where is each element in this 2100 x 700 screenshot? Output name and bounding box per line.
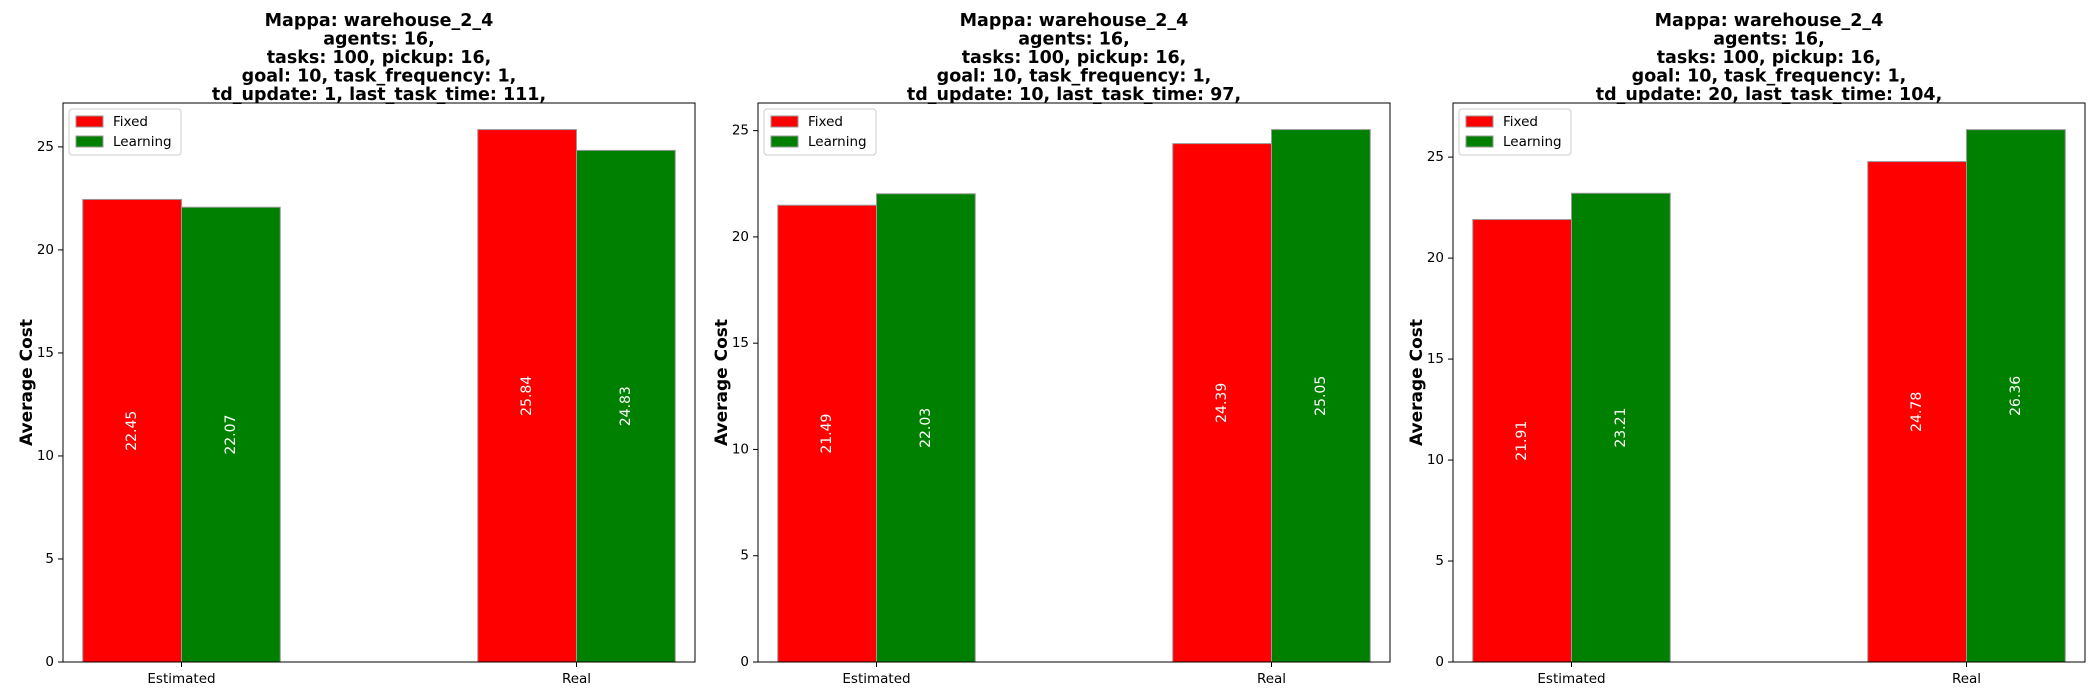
- chart-panel-2: Mappa: warehouse_2_4 agents: 16, tasks: 10…: [712, 11, 1391, 687]
- bar-value-label: 25.05: [1313, 376, 1329, 416]
- plot-frame: [62, 102, 696, 663]
- legend: Fixed Learning: [1458, 108, 1572, 156]
- legend-label-learning: Learning: [808, 134, 867, 150]
- bar-learning-estimated: [181, 206, 281, 663]
- legend-swatch-fixed: [75, 115, 104, 128]
- chart-title-line: tasks: 100, pickup: 16,: [267, 48, 492, 68]
- chart-title-line: Mappa: warehouse_2_4: [960, 11, 1189, 31]
- y-tick-label: 15: [1427, 351, 1444, 367]
- legend-label-fixed: Fixed: [808, 114, 843, 130]
- y-axis-label: Average Cost: [17, 319, 37, 446]
- bar-fixed-real: [1172, 143, 1272, 663]
- y-tick-label: 10: [37, 448, 54, 464]
- bar-value-label: 21.91: [1514, 421, 1530, 461]
- chart-title-line: goal: 10, task_frequency: 1,: [1632, 67, 1907, 87]
- chart-title-line: td_update: 1, last_task_time: 111,: [212, 85, 546, 105]
- bar-learning-estimated: [1571, 192, 1671, 663]
- bar-value-label: 23.21: [1613, 408, 1629, 448]
- y-tick-label: 10: [732, 441, 749, 457]
- y-tick-label: 25: [732, 123, 749, 139]
- chart-title-line: goal: 10, task_frequency: 1,: [937, 67, 1212, 87]
- legend-label-learning: Learning: [113, 134, 172, 150]
- y-tick-label: 0: [740, 654, 749, 670]
- bar-value-label: 24.39: [1214, 383, 1230, 423]
- bar-learning-real: [576, 149, 676, 663]
- x-tick-label: Real: [1952, 671, 1981, 687]
- legend-label-learning: Learning: [1503, 134, 1562, 150]
- x-tick-label: Real: [1257, 671, 1286, 687]
- legend-swatch-fixed: [1465, 115, 1494, 128]
- chart-title-line: agents: 16,: [1018, 30, 1130, 50]
- chart-title: Mappa: warehouse_2_4 agents: 16, tasks: 10…: [212, 11, 546, 105]
- legend-label-fixed: Fixed: [1503, 114, 1538, 130]
- legend: Fixed Learning: [68, 108, 182, 156]
- chart-panel-3: Mappa: warehouse_2_4 agents: 16, tasks: 10…: [1407, 11, 2086, 687]
- legend-swatch-fixed: [770, 115, 799, 128]
- bar-fixed-real: [1867, 161, 1967, 663]
- y-tick-label: 20: [37, 242, 54, 258]
- plot-frame: [1452, 102, 2086, 663]
- chart-title-line: tasks: 100, pickup: 16,: [962, 48, 1187, 68]
- y-tick-label: 0: [45, 654, 54, 670]
- y-tick-label: 0: [1435, 654, 1444, 670]
- legend-swatch-learning: [75, 135, 104, 148]
- x-tick-label: Real: [562, 671, 591, 687]
- bar-value-label: 22.07: [223, 415, 239, 455]
- y-tick-label: 15: [732, 335, 749, 351]
- bar-value-label: 26.36: [2008, 376, 2024, 416]
- chart-title-line: td_update: 10, last_task_time: 97,: [907, 85, 1241, 105]
- bar-value-label: 25.84: [519, 376, 535, 416]
- chart-title-line: Mappa: warehouse_2_4: [1655, 11, 1884, 31]
- chart-panel-1: Mappa: warehouse_2_4 agents: 16, tasks: 10…: [17, 11, 696, 687]
- y-axis-label: Average Cost: [712, 319, 732, 446]
- bar-learning-real: [1966, 129, 2066, 663]
- chart-title: Mappa: warehouse_2_4 agents: 16, tasks: 10…: [1596, 11, 1942, 105]
- y-tick-label: 15: [37, 345, 54, 361]
- legend: Fixed Learning: [763, 108, 877, 156]
- y-tick-label: 10: [1427, 452, 1444, 468]
- bar-value-label: 24.78: [1909, 392, 1925, 432]
- y-tick-label: 25: [37, 139, 54, 155]
- x-tick-label: Estimated: [147, 671, 215, 687]
- chart-title-line: agents: 16,: [323, 30, 435, 50]
- bar-value-label: 21.49: [819, 414, 835, 454]
- bar-fixed-estimated: [777, 204, 877, 663]
- plot-frame: [757, 102, 1391, 663]
- bar-fixed-estimated: [1472, 219, 1572, 663]
- y-tick-label: 5: [1435, 553, 1444, 569]
- bar-value-label: 22.03: [918, 408, 934, 448]
- y-tick-label: 5: [740, 548, 749, 564]
- bar-fixed-estimated: [82, 198, 182, 663]
- y-tick-label: 5: [45, 551, 54, 567]
- y-tick-label: 20: [732, 229, 749, 245]
- bar-fixed-real: [477, 129, 577, 663]
- y-tick-label: 20: [1427, 250, 1444, 266]
- chart-title-line: td_update: 20, last_task_time: 104,: [1596, 85, 1942, 105]
- chart-title-line: tasks: 100, pickup: 16,: [1657, 48, 1882, 68]
- x-tick-label: Estimated: [1537, 671, 1605, 687]
- bar-learning-estimated: [876, 193, 976, 663]
- legend-swatch-learning: [770, 135, 799, 148]
- bar-value-label: 24.83: [618, 386, 634, 426]
- chart-title-line: agents: 16,: [1713, 30, 1825, 50]
- legend-label-fixed: Fixed: [113, 114, 148, 130]
- chart-title-line: Mappa: warehouse_2_4: [265, 11, 494, 31]
- legend-swatch-learning: [1465, 135, 1494, 148]
- y-axis-label: Average Cost: [1407, 319, 1427, 446]
- x-tick-label: Estimated: [842, 671, 910, 687]
- chart-title-line: goal: 10, task_frequency: 1,: [242, 67, 517, 87]
- y-tick-label: 25: [1427, 149, 1444, 165]
- bar-value-label: 22.45: [124, 411, 140, 451]
- chart-title: Mappa: warehouse_2_4 agents: 16, tasks: 10…: [907, 11, 1241, 105]
